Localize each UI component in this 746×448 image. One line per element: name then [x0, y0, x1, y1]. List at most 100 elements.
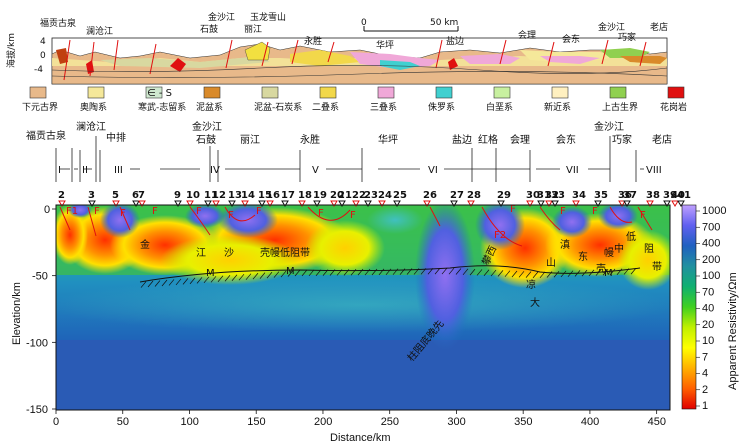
- xtick-label: 200: [314, 416, 332, 428]
- station-triangle: [88, 200, 96, 207]
- fault-label: F: [256, 206, 262, 217]
- anno-sha: 沙: [224, 247, 234, 259]
- legend-label: 奥陶系: [80, 101, 107, 113]
- colorbar-tick-label: 2: [702, 384, 708, 396]
- legend-code: ∈ - S: [147, 88, 172, 99]
- station-number: 11: [204, 190, 218, 201]
- station-triangle: [132, 200, 140, 207]
- loc-qiaojia: 巧家: [618, 31, 636, 43]
- fault-label: F: [560, 206, 566, 217]
- station-number: 25: [393, 190, 407, 201]
- station-triangle: [313, 200, 321, 207]
- colorbar-tick-label: 1000: [702, 205, 726, 217]
- legend-swatch: [667, 86, 685, 99]
- legend-label: 侏罗系: [428, 102, 455, 113]
- station-number: 35: [594, 190, 608, 201]
- xtick-label: 150: [247, 416, 265, 428]
- loc-huidong: 会东: [562, 33, 580, 45]
- station-triangle: [378, 200, 386, 207]
- fault-label: F: [228, 210, 234, 221]
- profile-loc-jinsha-1: 金沙江: [192, 120, 222, 133]
- colorbar-tick-label: 4: [702, 368, 708, 380]
- loc-lancang-river: 澜沧江: [86, 25, 113, 37]
- legend-label: 寒武-志留系: [138, 101, 186, 113]
- section-xlabel: Distance/km: [330, 432, 391, 444]
- xtick-label: 300: [447, 416, 465, 428]
- station-number: 26: [423, 190, 437, 201]
- anno-moho-3: M: [604, 268, 613, 279]
- station-triangle: [352, 200, 360, 207]
- top-location-labels: 福贡古泉 澜沧江 金沙江 石鼓 玉龙雪山 丽江 永胜 华坪 盐边 会理 会东 金…: [40, 11, 668, 51]
- legend-swatch: [87, 86, 105, 99]
- zone-VIII: VIII: [646, 165, 662, 176]
- colorbar-tick-label: 1: [702, 400, 708, 412]
- fault-label: F: [510, 204, 516, 215]
- profile-loc-hongge: 红格: [478, 133, 498, 146]
- station-triangle: [228, 200, 236, 207]
- top-ylabel: 海拔/km: [5, 33, 17, 68]
- loc-yongsheng: 永胜: [304, 35, 322, 47]
- xtick-label: 0: [53, 416, 59, 428]
- ytick-label: 0: [44, 204, 50, 216]
- profile-loc-yongsheng: 永胜: [300, 133, 320, 146]
- station-triangle: [646, 200, 654, 207]
- xtick-label: 50: [117, 416, 129, 428]
- station-number: 38: [646, 190, 660, 201]
- station-triangle: [266, 200, 274, 207]
- loc-lijiang: 丽江: [244, 24, 262, 35]
- anno-zu: 阻: [644, 243, 654, 255]
- station-triangle: [258, 200, 266, 207]
- ytick-label: -150: [26, 404, 48, 416]
- station-triangle: [393, 200, 401, 207]
- colorbar-tick-label: 400: [702, 238, 720, 250]
- station-number: 36: [618, 190, 632, 201]
- station-triangle: [677, 200, 685, 207]
- anno-dai: 带: [652, 261, 662, 273]
- fault-label: F: [350, 210, 356, 221]
- colorbar-tick-label: 20: [702, 319, 714, 331]
- profile-header: 福贡古泉 澜沧江 金沙江 金沙江 中排 石鼓 丽江 永胜 华坪 盐边 红格 会理…: [26, 120, 672, 182]
- loc-fugong-guquan: 福贡古泉: [40, 17, 76, 29]
- station-number: 37: [623, 190, 637, 201]
- station-number: 40: [671, 190, 685, 201]
- legend-swatch: [145, 86, 163, 99]
- station-triangle: [186, 200, 194, 207]
- top-yaxis: 海拔/km 4 0 -4: [5, 33, 46, 75]
- station-number: 33: [551, 190, 565, 201]
- anno-jiang: 江: [196, 247, 206, 259]
- anno-liang: 凉: [526, 278, 536, 291]
- station-number: 27: [450, 190, 464, 201]
- profile-loc-huili: 会理: [510, 133, 530, 146]
- station-triangle: [138, 200, 146, 207]
- zone-VI: VI: [428, 165, 438, 176]
- station-number: 7: [138, 190, 145, 201]
- anno-jin: 金: [140, 238, 150, 251]
- loc-yulong-snow-mountain: 玉龙雪山: [250, 11, 286, 23]
- legend-swatch: [493, 86, 511, 99]
- station-number: 13: [228, 190, 242, 201]
- fault-label: F: [152, 206, 158, 217]
- legend-label: 新近系: [544, 101, 571, 113]
- legend-label: 上古生界: [602, 101, 638, 113]
- station-number: 3: [88, 190, 95, 201]
- fault-label: F: [592, 206, 598, 217]
- anno-man: 幔: [604, 246, 614, 259]
- resistivity-section: [56, 205, 670, 410]
- colorbar-tick-label: 200: [702, 254, 720, 266]
- zone-I: I: [58, 165, 61, 176]
- station-triangle: [212, 200, 220, 207]
- station-number: 21: [338, 190, 352, 201]
- station-triangle: [537, 200, 545, 207]
- xtick-label: 100: [180, 416, 198, 428]
- anno-moho-2: M: [286, 266, 295, 277]
- station-number: 10: [186, 190, 200, 201]
- profile-loc-fugong: 福贡古泉: [26, 129, 66, 142]
- station-number: 6: [132, 190, 139, 201]
- station-number: 24: [378, 190, 392, 201]
- station-triangle: [467, 200, 475, 207]
- station-triangle: [551, 200, 559, 207]
- profile-loc-yanbian: 盐边: [452, 133, 472, 146]
- section-ylabel: Elevation/km: [11, 282, 23, 345]
- profile-loc-shigu: 石鼓: [196, 133, 216, 146]
- zone-V: V: [312, 165, 319, 176]
